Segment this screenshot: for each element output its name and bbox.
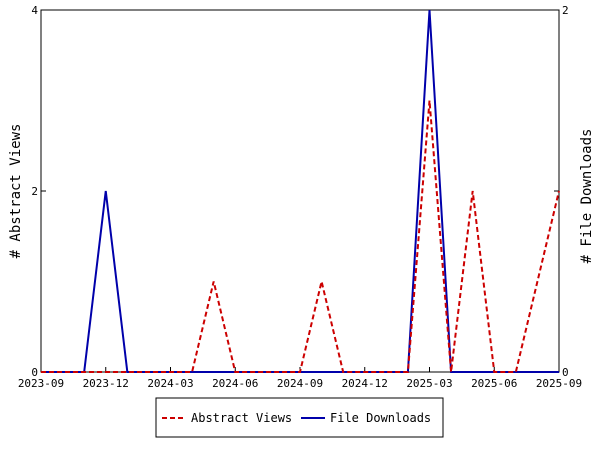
legend: Abstract Views File Downloads <box>155 397 444 438</box>
x-tick-label: 2024-03 <box>147 377 193 390</box>
x-tick-label: 2024-06 <box>212 377 258 390</box>
legend-label-abstract-views: Abstract Views <box>191 411 292 425</box>
series-layer <box>41 9 560 373</box>
plot-area <box>40 9 560 373</box>
ticks-layer: 2023-09 2023-12 2024-03 2024-06 2024-09 2024-… <box>18 4 582 390</box>
y-left-axis-title: # Abstract Views <box>8 124 24 259</box>
legend-box <box>155 397 444 438</box>
x-tick-label: 2025-09 <box>536 377 582 390</box>
y-right-tick-label: 0 <box>562 366 569 379</box>
x-tick-label: 2024-09 <box>277 377 323 390</box>
y-left-tick-label: 2 <box>31 185 38 198</box>
y-right-axis-title: # File Downloads <box>579 129 595 264</box>
x-tick-label: 2023-09 <box>18 377 64 390</box>
legend-label-file-downloads: File Downloads <box>330 411 431 425</box>
x-tick-label: 2025-06 <box>471 377 517 390</box>
y-left-tick-label: 0 <box>31 366 38 379</box>
y-right-tick-label: 2 <box>562 4 569 17</box>
x-tick-label: 2023-12 <box>83 377 129 390</box>
series-line-abstract-views <box>41 100 560 373</box>
y-left-tick-label: 4 <box>31 4 38 17</box>
x-tick-label: 2024-12 <box>342 377 388 390</box>
x-tick-label: 2025-03 <box>406 377 452 390</box>
